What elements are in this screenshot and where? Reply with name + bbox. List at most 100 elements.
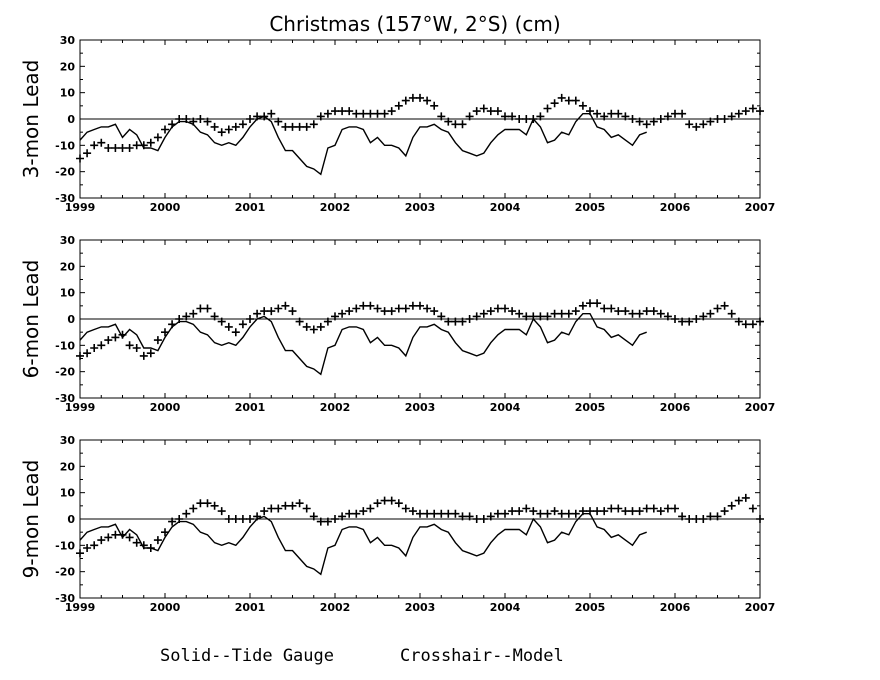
model-point — [316, 517, 325, 526]
model-point — [663, 504, 672, 513]
model-point — [161, 528, 169, 537]
y-axis-label: 9-mon Lead — [19, 460, 43, 579]
model-point — [302, 322, 311, 331]
model-point — [486, 307, 495, 316]
model-point — [394, 304, 403, 313]
model-point — [253, 512, 262, 521]
x-tick-label: 2000 — [150, 601, 181, 614]
model-point — [508, 307, 517, 316]
model-point — [529, 507, 538, 516]
model-point — [168, 517, 177, 526]
model-point — [501, 112, 509, 121]
x-tick-label: 1999 — [65, 401, 96, 414]
model-point — [692, 122, 701, 131]
model-point — [423, 96, 432, 105]
model-point — [224, 515, 233, 523]
model-point — [444, 117, 453, 126]
model-point — [706, 512, 715, 521]
model-point — [699, 515, 708, 523]
model-point — [401, 304, 410, 313]
model-point — [231, 122, 240, 131]
model-point — [153, 536, 162, 545]
model-point — [139, 351, 148, 360]
model-point — [522, 504, 531, 513]
model-point — [543, 104, 552, 113]
model-point — [331, 515, 339, 523]
model-point — [430, 307, 439, 316]
model-point — [118, 144, 127, 152]
model-point — [224, 322, 233, 331]
y-tick-label: -30 — [55, 392, 75, 405]
model-point — [529, 115, 538, 123]
model-point — [302, 122, 311, 131]
model-point — [132, 538, 141, 547]
model-point — [316, 112, 325, 121]
model-point — [161, 328, 169, 337]
model-point — [416, 301, 424, 310]
model-point — [267, 109, 276, 118]
model-point — [671, 315, 679, 323]
model-point — [83, 544, 92, 552]
model-point — [231, 515, 240, 523]
model-point — [430, 101, 439, 110]
model-point — [748, 104, 757, 113]
model-point — [359, 109, 368, 118]
model-point — [323, 517, 332, 526]
x-tick-label: 2001 — [235, 201, 266, 214]
model-point — [593, 109, 602, 118]
model-point — [408, 301, 417, 310]
model-point — [224, 125, 233, 134]
model-point — [536, 112, 545, 121]
model-point — [586, 299, 594, 308]
model-point — [543, 509, 552, 518]
model-point — [352, 509, 361, 518]
x-tick-label: 2001 — [235, 601, 266, 614]
model-point — [578, 301, 587, 310]
model-point — [515, 507, 524, 516]
x-tick-label: 2005 — [575, 201, 606, 214]
model-point — [118, 330, 127, 339]
model-point — [196, 499, 205, 508]
model-point — [727, 501, 736, 510]
y-tick-label: 10 — [60, 487, 76, 500]
x-tick-label: 2007 — [745, 401, 776, 414]
model-point — [104, 336, 113, 345]
model-point — [345, 307, 354, 316]
model-point — [423, 304, 432, 313]
model-point — [713, 115, 722, 123]
model-point — [720, 507, 729, 516]
model-point — [515, 309, 524, 318]
x-tick-label: 1999 — [65, 601, 96, 614]
model-point — [210, 501, 219, 510]
model-point — [614, 307, 623, 316]
x-tick-label: 2006 — [660, 601, 691, 614]
x-tick-label: 2007 — [745, 601, 776, 614]
model-point — [621, 112, 630, 121]
model-point — [586, 107, 594, 116]
model-point — [628, 507, 637, 516]
x-tick-label: 2006 — [660, 201, 691, 214]
model-point — [635, 117, 644, 126]
model-point — [387, 496, 396, 505]
model-point — [408, 93, 417, 102]
model-point — [90, 344, 99, 352]
model-point — [692, 315, 701, 323]
model-point — [734, 496, 743, 505]
y-tick-label: -10 — [55, 339, 75, 352]
model-point — [267, 307, 276, 316]
model-point — [217, 128, 226, 137]
y-tick-label: 20 — [60, 260, 76, 273]
model-point — [472, 515, 481, 523]
model-point — [161, 125, 169, 134]
x-tick-label: 2005 — [575, 601, 606, 614]
chart-title: Christmas (157°W, 2°S) (cm) — [269, 12, 560, 36]
model-point — [253, 112, 262, 121]
model-point — [458, 120, 467, 129]
model-point — [451, 317, 460, 326]
y-tick-label: 0 — [67, 513, 75, 526]
model-point — [465, 112, 474, 121]
model-point — [97, 138, 106, 147]
model-point — [281, 501, 290, 510]
